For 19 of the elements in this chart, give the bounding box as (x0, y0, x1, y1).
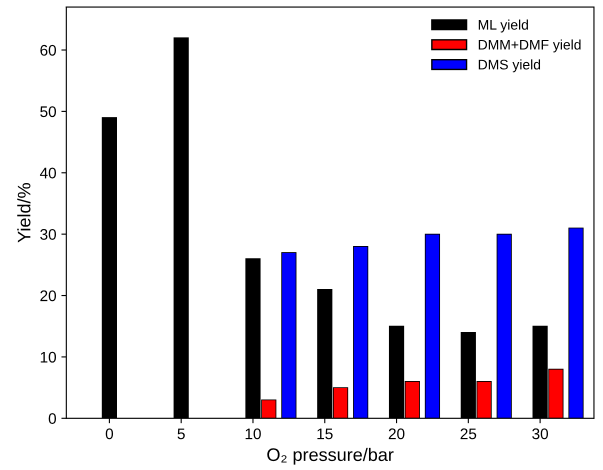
x-axis-title: O₂ pressure/bar (267, 448, 394, 465)
legend-label: DMS yield (478, 59, 540, 72)
y-tick-label: 20 (40, 290, 56, 302)
y-tick-label: 50 (40, 106, 56, 118)
y-tick-label: 10 (40, 352, 56, 363)
x-tick-label: 30 (532, 428, 548, 440)
x-tick-label: 10 (246, 428, 261, 440)
x-tick-label: 0 (106, 428, 114, 440)
y-axis-title: Yield/% (17, 183, 30, 243)
y-tick-label: 0 (48, 413, 56, 424)
x-tick-label: 25 (460, 428, 476, 440)
x-tick-label: 20 (388, 428, 404, 440)
x-tick-label: 5 (178, 428, 185, 440)
y-tick-label: 40 (40, 168, 56, 178)
legend-label: ML yield (478, 20, 528, 32)
y-tick-label: 60 (40, 44, 56, 56)
legend-label: DMM+DMF yield (478, 39, 581, 52)
x-tick-label: 15 (317, 428, 333, 440)
y-tick-label: 30 (40, 229, 56, 240)
